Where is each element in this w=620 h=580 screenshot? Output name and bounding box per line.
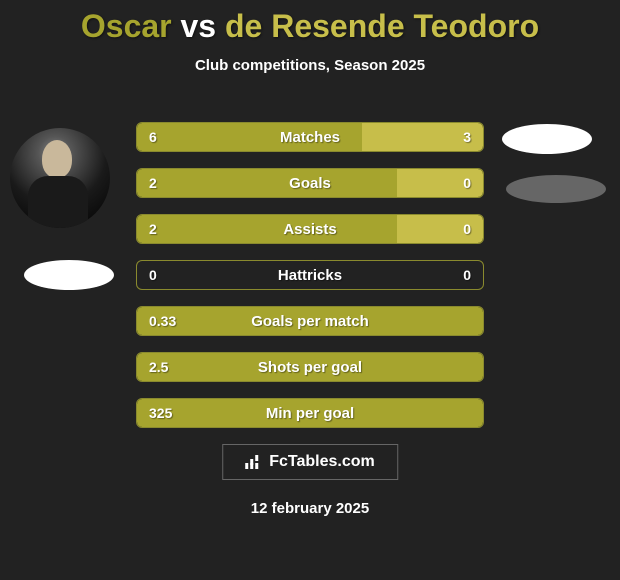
stats-bars: 63Matches 20Goals 20Assists 00Hattricks 0.33… xyxy=(136,122,484,444)
stat-row: 20Assists xyxy=(136,214,484,244)
title-vs: vs xyxy=(181,8,217,44)
title-player1: Oscar xyxy=(81,8,172,44)
title-player2: de Resende Teodoro xyxy=(225,8,539,44)
stat-label: Shots per goal xyxy=(137,359,483,376)
stat-label: Goals per match xyxy=(137,313,483,330)
date-text: 12 february 2025 xyxy=(0,500,620,517)
brand-text: FcTables.com xyxy=(269,453,375,471)
stat-label: Matches xyxy=(137,129,483,146)
stat-row: 2.5Shots per goal xyxy=(136,352,484,382)
stat-row: 0.33Goals per match xyxy=(136,306,484,336)
player1-name-placeholder xyxy=(24,260,114,290)
stat-label: Hattricks xyxy=(137,267,483,284)
player2-avatar-placeholder xyxy=(502,124,592,154)
player1-avatar xyxy=(10,128,110,228)
stat-row: 00Hattricks xyxy=(136,260,484,290)
stat-row: 325Min per goal xyxy=(136,398,484,428)
stat-row: 20Goals xyxy=(136,168,484,198)
subtitle: Club competitions, Season 2025 xyxy=(0,57,620,74)
stat-label: Min per goal xyxy=(137,405,483,422)
stat-label: Assists xyxy=(137,221,483,238)
stat-row: 63Matches xyxy=(136,122,484,152)
player2-name-placeholder xyxy=(506,175,606,203)
stat-label: Goals xyxy=(137,175,483,192)
page-title: Oscar vs de Resende Teodoro xyxy=(0,0,620,45)
brand-badge[interactable]: FcTables.com xyxy=(222,444,398,480)
bars-icon xyxy=(245,455,263,469)
